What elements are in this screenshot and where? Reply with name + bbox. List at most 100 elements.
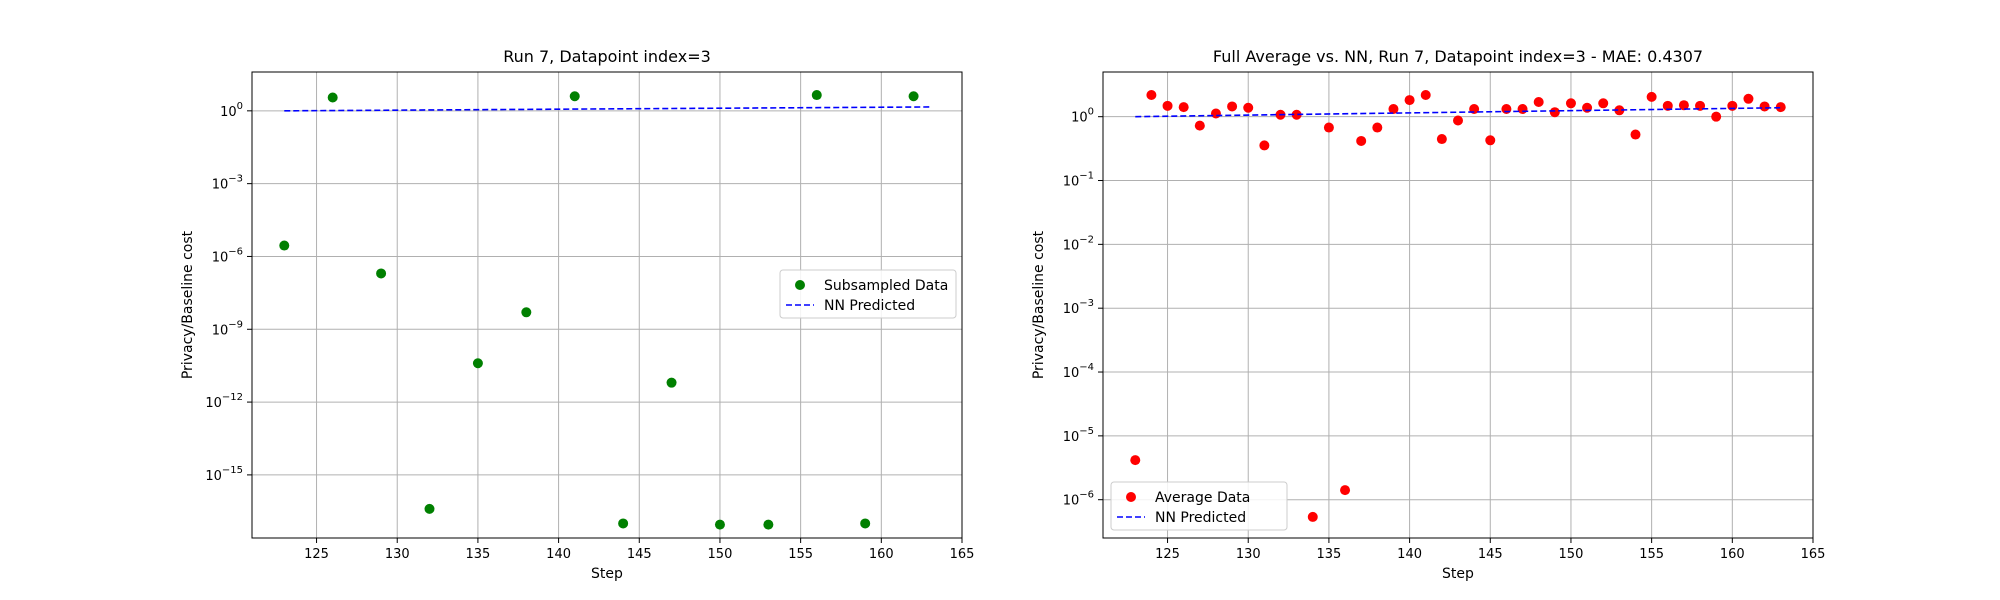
data-point bbox=[1598, 98, 1609, 109]
x-tick-label: 160 bbox=[1720, 547, 1745, 562]
legend-left: Subsampled Data NN Predicted bbox=[779, 269, 957, 319]
data-point bbox=[1501, 104, 1512, 115]
x-tick-label: 145 bbox=[627, 547, 652, 562]
legend-label: NN Predicted bbox=[1155, 510, 1246, 526]
data-point bbox=[1711, 111, 1722, 122]
data-point bbox=[1727, 100, 1738, 111]
grid-left bbox=[252, 72, 962, 538]
data-point bbox=[1243, 102, 1254, 113]
nn-predicted-line bbox=[284, 106, 930, 112]
data-point bbox=[1404, 95, 1415, 106]
data-point bbox=[1517, 104, 1528, 115]
data-point bbox=[618, 518, 629, 529]
data-point bbox=[1485, 135, 1496, 146]
y-tick-label: 10−1 bbox=[1063, 171, 1094, 190]
data-point bbox=[1388, 104, 1399, 115]
data-point bbox=[1259, 140, 1270, 151]
y-tick-label: 100 bbox=[220, 101, 243, 120]
legend-box bbox=[779, 269, 957, 319]
data-point bbox=[1759, 101, 1770, 112]
data-point bbox=[811, 90, 822, 101]
x-tick-label: 150 bbox=[708, 547, 733, 562]
y-axis-label-right: Privacy/Baseline cost bbox=[1031, 230, 1047, 379]
data-point bbox=[521, 307, 532, 318]
y-tick-label: 10−15 bbox=[205, 465, 243, 484]
y-axis-label-left: Privacy/Baseline cost bbox=[180, 230, 196, 379]
data-point bbox=[1291, 109, 1302, 120]
chart-left: 125 130 135 140 145 150 155 160 165 10−1510−1210… bbox=[180, 47, 974, 582]
data-point bbox=[1678, 100, 1689, 111]
legend-label: Subsampled Data bbox=[824, 278, 948, 294]
y-ticks-right: 10−6 10−5 10−4 10−3 10−2 10−1 100 bbox=[1063, 107, 1103, 509]
grid-right bbox=[1103, 72, 1813, 538]
data-point bbox=[1210, 108, 1221, 119]
x-axis-label-left: Step bbox=[591, 566, 623, 582]
y-tick-label: 100 bbox=[1071, 107, 1094, 126]
legend-marker bbox=[795, 280, 805, 290]
data-point bbox=[1356, 135, 1367, 146]
plot-frame-right bbox=[1102, 71, 1814, 539]
x-axis-label-right: Step bbox=[1442, 566, 1474, 582]
data-point bbox=[1646, 91, 1657, 102]
data-point bbox=[860, 518, 871, 529]
chart-title-right: Full Average vs. NN, Run 7, Datapoint in… bbox=[1213, 47, 1703, 66]
y-tick-label: 10−6 bbox=[1063, 490, 1094, 509]
chart-title-left: Run 7, Datapoint index=3 bbox=[503, 47, 711, 66]
y-tick-label: 10−3 bbox=[212, 174, 243, 193]
data-point bbox=[1614, 105, 1625, 116]
data-point bbox=[1549, 107, 1560, 118]
legend-right: Average Data NN Predicted bbox=[1110, 481, 1288, 531]
data-point bbox=[1630, 129, 1641, 140]
y-tick-label: 10−3 bbox=[1063, 298, 1094, 317]
data-point bbox=[1307, 511, 1318, 522]
y-tick-label: 10−2 bbox=[1063, 234, 1094, 253]
x-tick-label: 150 bbox=[1559, 547, 1584, 562]
data-point bbox=[1420, 89, 1431, 100]
data-point bbox=[1775, 102, 1786, 113]
data-point bbox=[472, 358, 483, 369]
x-tick-label: 130 bbox=[385, 547, 410, 562]
data-point bbox=[1533, 97, 1544, 108]
data-point bbox=[1178, 102, 1189, 113]
data-point bbox=[1194, 120, 1205, 131]
legend-label: Average Data bbox=[1155, 490, 1250, 506]
data-point bbox=[1130, 455, 1141, 466]
y-tick-label: 10−5 bbox=[1063, 426, 1094, 445]
x-tick-label: 135 bbox=[465, 547, 490, 562]
y-tick-label: 10−4 bbox=[1063, 362, 1094, 381]
x-tick-label: 125 bbox=[1155, 547, 1180, 562]
x-tick-label: 140 bbox=[1397, 547, 1422, 562]
x-tick-label: 125 bbox=[304, 547, 329, 562]
x-tick-label: 155 bbox=[1639, 547, 1664, 562]
data-point bbox=[1453, 115, 1463, 126]
data-point bbox=[1565, 98, 1576, 109]
data-point bbox=[1582, 102, 1593, 113]
y-tick-label: 10−9 bbox=[212, 319, 243, 338]
y-ticks-left: 10−15 10−12 10−9 10−6 10−3 100 bbox=[205, 101, 252, 484]
marks-right bbox=[1130, 89, 1786, 522]
x-ticks-left: 125 130 135 140 145 150 155 160 165 bbox=[304, 538, 974, 562]
chart-right: 125 130 135 140 145 150 155 160 165 10−6 10−5 10−4… bbox=[1031, 47, 1825, 582]
legend-marker bbox=[1126, 492, 1136, 502]
data-point bbox=[569, 91, 580, 102]
legend-label: NN Predicted bbox=[824, 298, 915, 314]
x-tick-label: 160 bbox=[869, 547, 894, 562]
data-point bbox=[279, 240, 290, 251]
data-point bbox=[1227, 101, 1238, 112]
data-point bbox=[908, 91, 919, 102]
x-tick-label: 165 bbox=[1801, 547, 1826, 562]
x-tick-label: 155 bbox=[788, 547, 813, 562]
data-point bbox=[376, 268, 387, 279]
data-point bbox=[1323, 122, 1334, 133]
x-tick-label: 145 bbox=[1478, 547, 1503, 562]
data-point bbox=[1662, 100, 1673, 111]
x-tick-label: 130 bbox=[1236, 547, 1261, 562]
y-tick-label: 10−6 bbox=[212, 246, 243, 265]
data-point bbox=[1162, 100, 1173, 111]
plot-frame-left bbox=[251, 71, 963, 539]
x-tick-label: 140 bbox=[546, 547, 571, 562]
marks-left bbox=[279, 90, 930, 530]
data-point bbox=[666, 377, 677, 388]
y-tick-label: 10−12 bbox=[205, 392, 243, 411]
x-tick-label: 165 bbox=[950, 547, 975, 562]
